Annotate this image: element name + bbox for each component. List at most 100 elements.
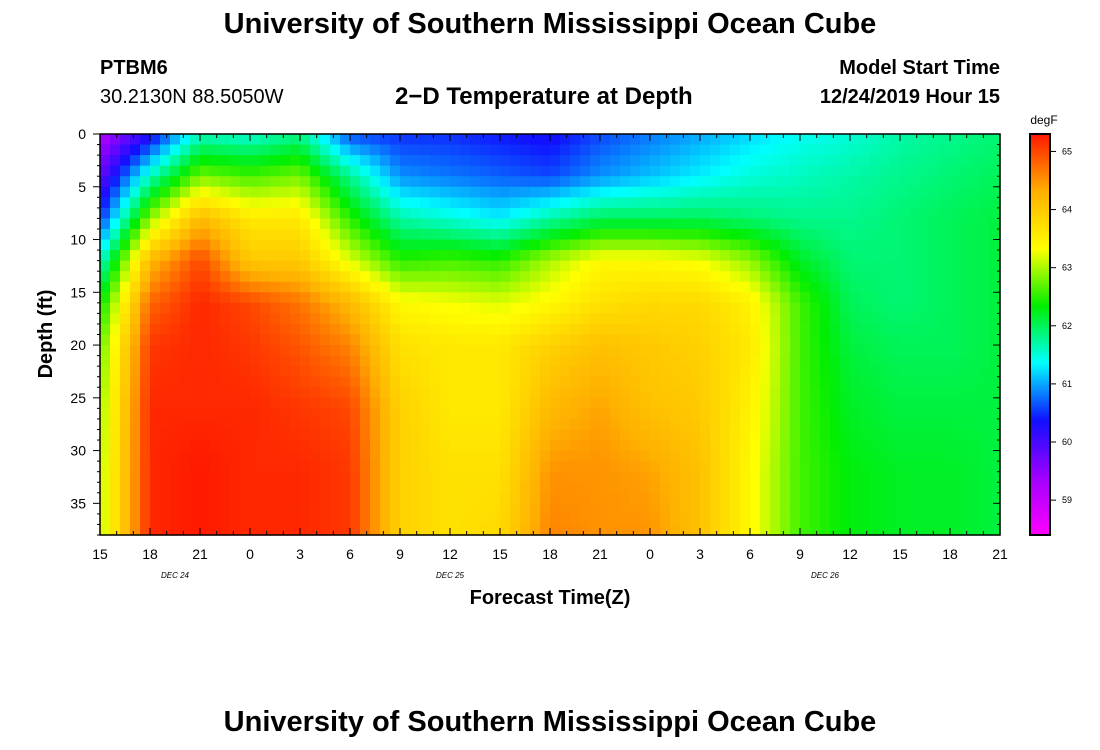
heatmap-cell bbox=[840, 503, 851, 515]
heatmap-cell bbox=[950, 260, 961, 272]
heatmap-cell bbox=[670, 144, 681, 156]
heatmap-cell bbox=[830, 239, 841, 251]
heatmap-cell bbox=[310, 387, 321, 399]
heatmap-cell bbox=[190, 176, 201, 188]
heatmap-cell bbox=[190, 250, 201, 262]
heatmap-cell bbox=[190, 429, 201, 441]
heatmap-cell bbox=[210, 271, 221, 283]
heatmap-cell bbox=[220, 302, 231, 314]
heatmap-cell bbox=[710, 281, 721, 293]
heatmap-cell bbox=[230, 355, 241, 367]
heatmap-cell bbox=[180, 482, 191, 494]
heatmap-cell bbox=[510, 207, 521, 220]
heatmap-cell bbox=[680, 313, 691, 325]
heatmap-cell bbox=[570, 513, 581, 526]
heatmap-cell bbox=[500, 186, 511, 198]
heatmap-cell bbox=[280, 228, 291, 241]
heatmap-cell bbox=[690, 355, 701, 367]
heatmap-cell bbox=[460, 366, 471, 378]
heatmap-cell bbox=[600, 176, 611, 188]
heatmap-cell bbox=[900, 144, 911, 156]
heatmap-cell bbox=[830, 176, 841, 188]
heatmap-cell bbox=[460, 323, 471, 336]
heatmap-cell bbox=[450, 355, 461, 367]
heatmap-cell bbox=[360, 302, 371, 314]
heatmap-cell bbox=[660, 292, 671, 304]
heatmap-cell bbox=[150, 408, 161, 420]
heatmap-cell bbox=[140, 228, 151, 241]
heatmap-cell bbox=[980, 281, 991, 293]
heatmap-cell bbox=[160, 503, 171, 515]
heatmap-cell bbox=[930, 144, 941, 156]
heatmap-cell bbox=[730, 292, 741, 304]
heatmap-cell bbox=[430, 440, 441, 452]
heatmap-cell bbox=[980, 397, 991, 409]
heatmap-cell bbox=[890, 302, 901, 314]
heatmap-cell bbox=[390, 176, 401, 188]
heatmap-cell bbox=[710, 429, 721, 441]
heatmap-cell bbox=[210, 408, 221, 420]
heatmap-cell bbox=[460, 271, 471, 283]
heatmap-cell bbox=[680, 228, 691, 241]
heatmap-cell bbox=[810, 260, 821, 272]
heatmap-cell bbox=[220, 503, 231, 515]
heatmap-cell bbox=[730, 376, 741, 388]
heatmap-cell bbox=[440, 450, 451, 462]
heatmap-cell bbox=[930, 165, 941, 177]
heatmap-cell bbox=[310, 302, 321, 314]
heatmap-cell bbox=[170, 429, 181, 441]
heatmap-cell bbox=[560, 292, 571, 304]
heatmap-cell bbox=[220, 376, 231, 388]
heatmap-cell bbox=[280, 323, 291, 336]
heatmap-cell bbox=[500, 387, 511, 399]
heatmap-cell bbox=[250, 334, 261, 346]
heatmap-cell bbox=[760, 503, 771, 515]
heatmap-cell bbox=[610, 345, 621, 357]
heatmap-cell bbox=[440, 144, 451, 156]
heatmap-cell bbox=[940, 176, 951, 188]
heatmap-cell bbox=[410, 376, 421, 388]
heatmap-cell bbox=[800, 397, 811, 409]
heatmap-cell bbox=[930, 440, 941, 452]
heatmap-cell bbox=[210, 218, 221, 230]
heatmap-cell bbox=[950, 482, 961, 494]
heatmap-cell bbox=[730, 366, 741, 378]
heatmap-cell bbox=[170, 271, 181, 283]
heatmap-cell bbox=[630, 197, 641, 209]
heatmap-cell bbox=[830, 471, 841, 483]
heatmap-cell bbox=[990, 387, 1001, 399]
heatmap-cell bbox=[580, 292, 591, 304]
heatmap-cell bbox=[680, 260, 691, 272]
heatmap-cell bbox=[620, 366, 631, 378]
heatmap-cell bbox=[200, 334, 211, 346]
heatmap-cell bbox=[630, 366, 641, 378]
heatmap-cell bbox=[190, 144, 201, 156]
heatmap-cell bbox=[400, 366, 411, 378]
heatmap-cell bbox=[980, 134, 991, 146]
heatmap-cell bbox=[850, 197, 861, 209]
heatmap-cell bbox=[760, 461, 771, 473]
heatmap-cell bbox=[790, 239, 801, 251]
heatmap-cell bbox=[500, 292, 511, 304]
heatmap-cell bbox=[200, 513, 211, 526]
heatmap-cell bbox=[830, 313, 841, 325]
heatmap-cell bbox=[630, 144, 641, 156]
heatmap-cell bbox=[750, 440, 761, 452]
heatmap-cell bbox=[170, 334, 181, 346]
heatmap-cell bbox=[130, 482, 141, 494]
heatmap-cell bbox=[460, 302, 471, 314]
heatmap-cell bbox=[230, 482, 241, 494]
heatmap-cell bbox=[930, 397, 941, 409]
heatmap-cell bbox=[120, 271, 131, 283]
heatmap-cell bbox=[100, 271, 111, 283]
heatmap-cell bbox=[630, 302, 641, 314]
heatmap-cell bbox=[840, 513, 851, 526]
heatmap-cell bbox=[550, 281, 561, 293]
heatmap-cell bbox=[160, 155, 171, 167]
heatmap-cell bbox=[590, 313, 601, 325]
heatmap-cell bbox=[640, 271, 651, 283]
heatmap-cell bbox=[170, 524, 181, 536]
heatmap-cell bbox=[830, 281, 841, 293]
heatmap-cell bbox=[950, 313, 961, 325]
heatmap-cell bbox=[650, 482, 661, 494]
